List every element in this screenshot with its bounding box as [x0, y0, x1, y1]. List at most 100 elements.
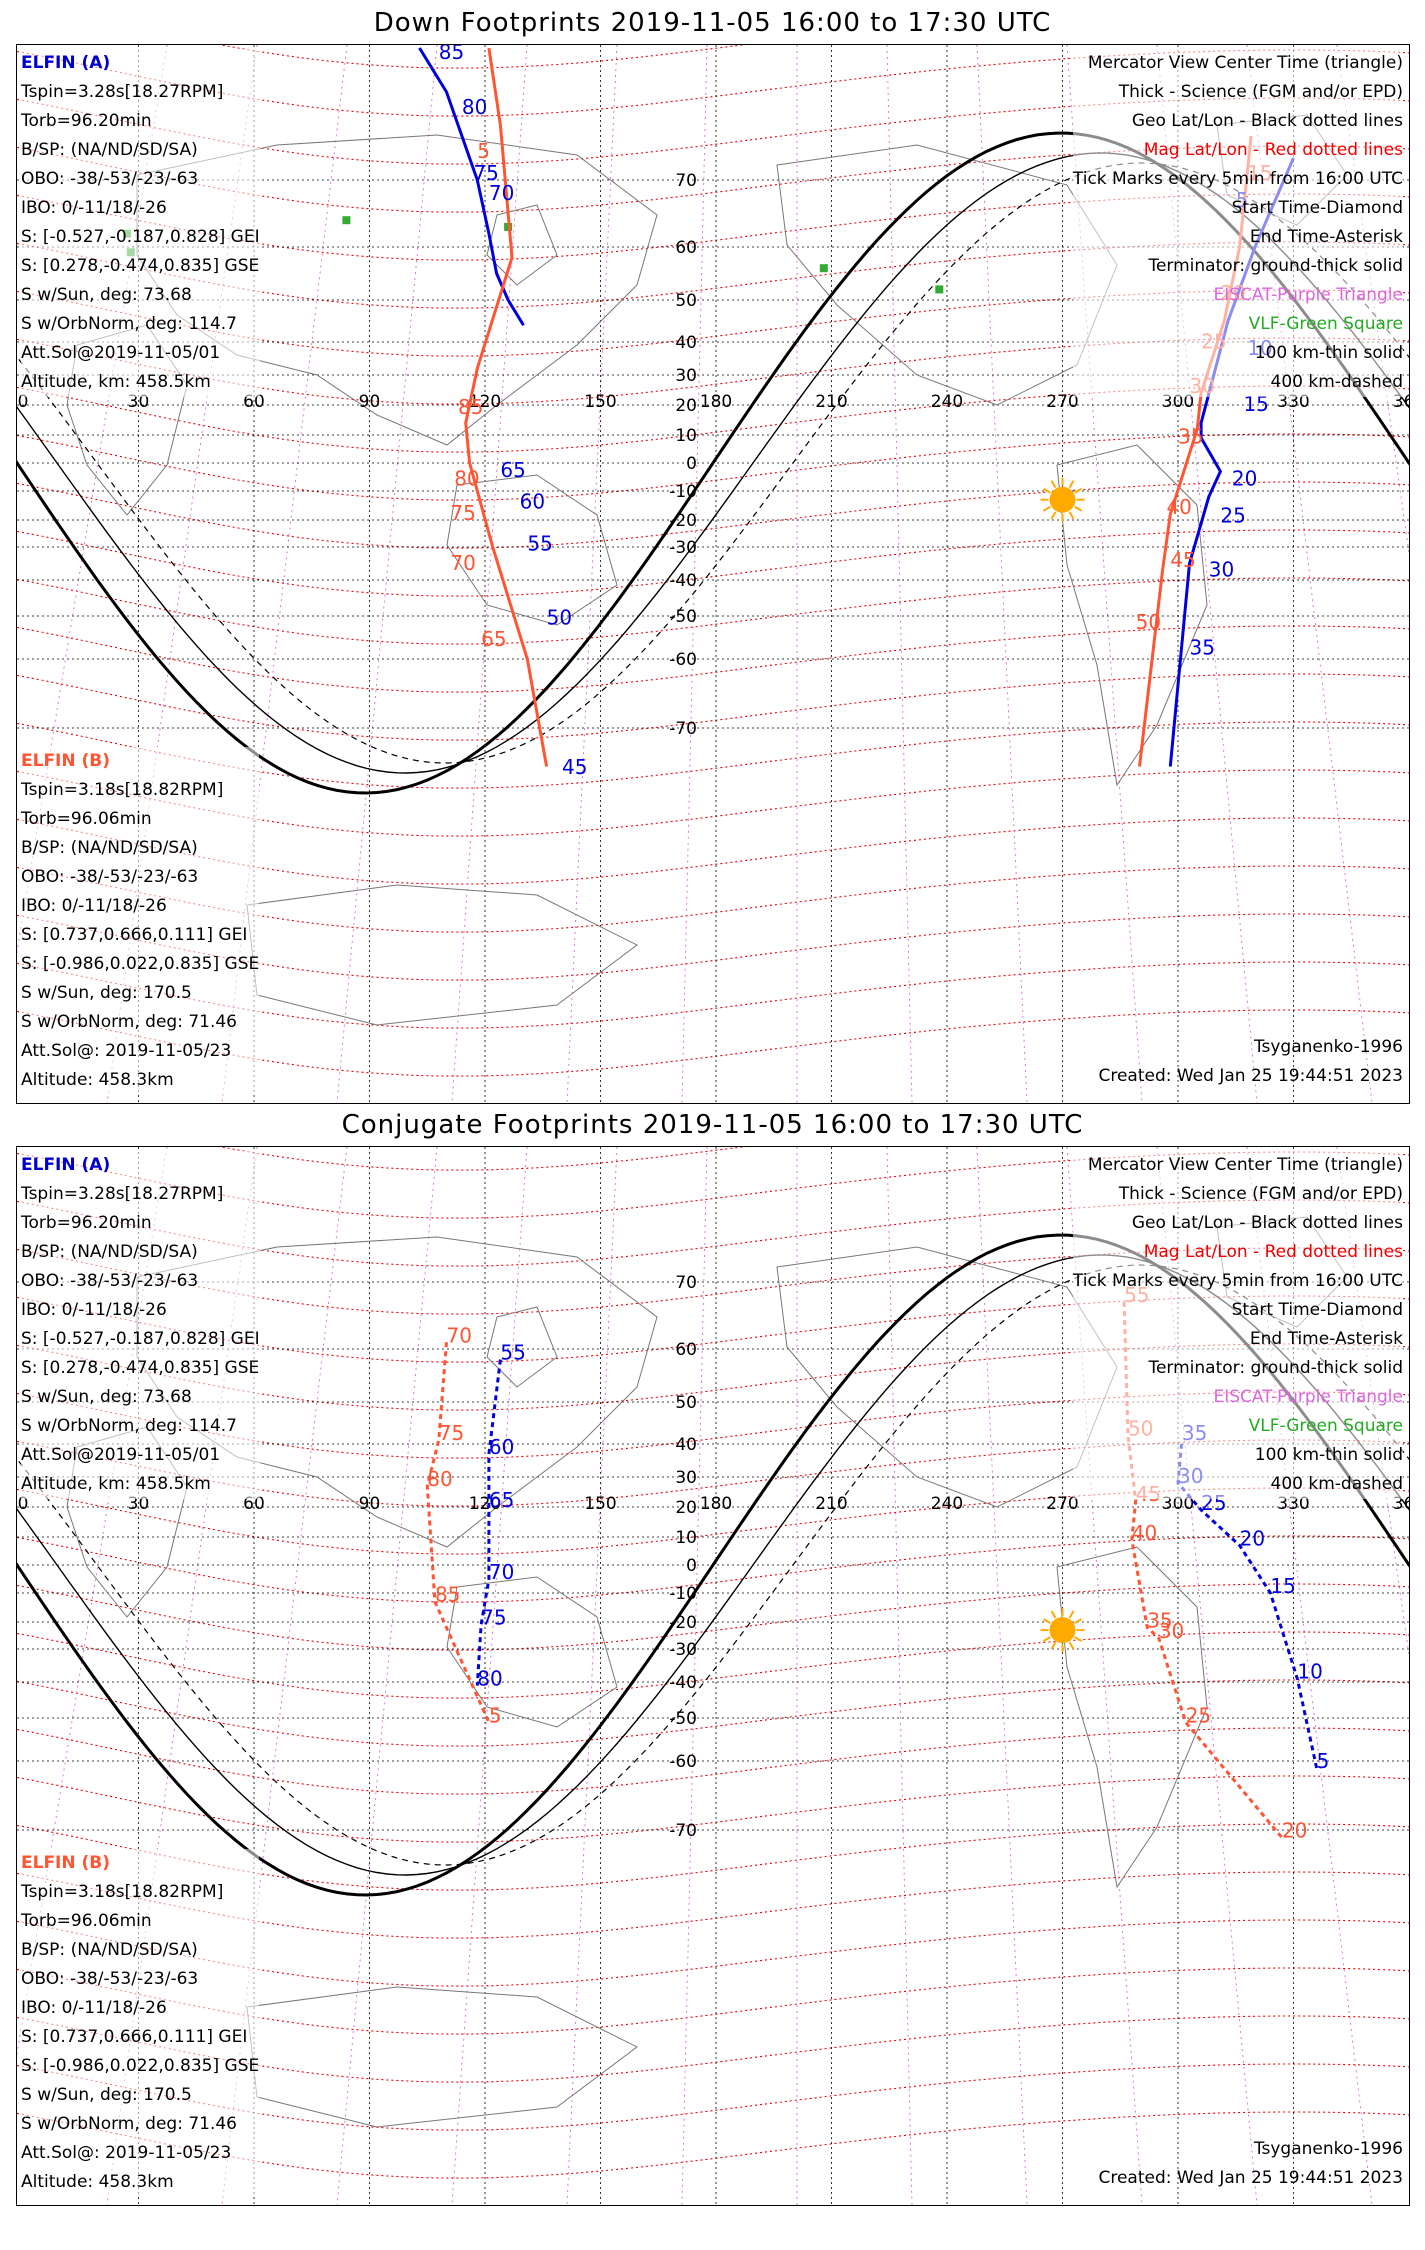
mag-lon-line [106, 1147, 258, 2205]
elfin-a-tick-label: 55 [500, 1341, 525, 1365]
elfin-b-tick-label: 5 [477, 139, 490, 163]
elfin-a-tick-label: 35 [1190, 636, 1215, 660]
legend-terminator: Terminator: ground-thick solid [1148, 256, 1403, 276]
mag-lat-line [17, 481, 1409, 549]
lon-tick-label: 60 [243, 392, 265, 412]
info-line: S: [0.278,-0.474,0.835] GSE [21, 256, 260, 276]
lon-tick-label: 210 [815, 1494, 847, 1514]
info-line: Tspin=3.28s[18.27RPM] [21, 82, 224, 102]
info-line: S w/Sun, deg: 170.5 [21, 983, 192, 1003]
lat-tick-label: 70 [675, 1273, 697, 1293]
legend-geo-grid: Geo Lat/Lon - Black dotted lines [1131, 1213, 1403, 1233]
elfin-b-tick-label: 85 [458, 395, 483, 419]
mag-lon-line [451, 1147, 528, 2205]
lat-tick-label: 0 [686, 1556, 697, 1576]
mag-lat-line [17, 1775, 1409, 1843]
sun-ray [1050, 1610, 1057, 1619]
elfin-b-tick-label: 30 [1159, 1619, 1184, 1643]
vlf-square [342, 216, 351, 225]
elfin-a-tick-label: 50 [547, 606, 572, 630]
lat-tick-label: 10 [675, 1528, 697, 1548]
legend-terminator: Terminator: ground-thick solid [1148, 1358, 1403, 1378]
lat-tick-label: 0 [686, 454, 697, 474]
mag-lon-line [976, 1147, 1028, 2205]
lon-tick-label: 60 [243, 1494, 265, 1514]
coastline [246, 884, 638, 1026]
lat-tick-label: -50 [669, 1709, 697, 1729]
map-frame: 0306090120150180210240270300330360706050… [16, 44, 1410, 1104]
legend-science: Thick - Science (FGM and/or EPD) [1118, 1184, 1403, 1204]
mag-lat-line [17, 1535, 1409, 1603]
lon-tick-label: 30 [128, 392, 150, 412]
elfin-a-lines: Tspin=3.28s[18.27RPM] Torb=96.20min B/SP: … [21, 78, 260, 397]
lat-tick-label: 60 [675, 238, 697, 258]
elfin-a-header: ELFIN (A) [21, 1155, 111, 1175]
model-label: Tsyganenko-1996 [1253, 1037, 1403, 1057]
mag-lat-line [17, 1727, 1409, 1795]
info-line: OBO: -38/-53/-23/-63 [21, 1271, 199, 1291]
elfin-a-tick-label: 80 [462, 95, 487, 119]
mag-lon-line [681, 1147, 708, 2205]
sun-disc [1049, 1617, 1076, 1644]
sun-ray [1074, 1636, 1083, 1642]
legend-eiscat: EISCAT-Purple Triangle [1213, 285, 1403, 305]
elfin-b-tick-label: 85 [435, 1583, 460, 1607]
sun-ray [1042, 487, 1051, 494]
elfin-b-info: ELFIN (B) Tspin=3.18s[18.82RPM] Torb=96.0… [21, 747, 260, 1095]
elfin-b-header: ELFIN (B) [21, 1853, 111, 1873]
lon-tick-label: 360 [1393, 392, 1409, 412]
elfin-a-tick-label: 75 [481, 1606, 506, 1630]
lon-tick-label: 330 [1277, 1494, 1309, 1514]
elfin-a-header: ELFIN (A) [21, 53, 111, 73]
panel-title: Down Footprints 2019-11-05 16:00 to 17:3… [373, 8, 1052, 38]
sun-icon [1040, 1608, 1085, 1653]
mag-lat-line [17, 385, 1409, 453]
info-line: S: [0.737,0.666,0.111] GEI [21, 925, 248, 945]
elfin-b-lines: Tspin=3.18s[18.82RPM] Torb=96.06min B/SP: … [21, 1878, 259, 2197]
legend-box: Mercator View Center Time (triangle) Thi… [1072, 49, 1403, 397]
mag-lon-line [336, 45, 438, 1103]
lat-tick-label: -70 [669, 1821, 697, 1841]
elfin-b-tick-label: 50 [1136, 610, 1161, 634]
info-line: S w/OrbNorm, deg: 71.46 [21, 1012, 238, 1032]
lon-tick-label: 360 [1393, 1494, 1409, 1514]
sun-ray [1068, 480, 1075, 489]
lon-tick-label: 270 [1046, 392, 1078, 412]
info-line: Torb=96.20min [21, 1213, 152, 1233]
info-line: Tspin=3.28s[18.27RPM] [21, 1184, 224, 1204]
elfin-b-tick-label: 35 [1178, 424, 1203, 448]
lon-tick-label: 0 [18, 392, 29, 412]
info-line: S: [-0.527,-0.187,0.828] GEI [21, 227, 260, 247]
info-line: Torb=96.06min [21, 809, 152, 829]
created-label: Created: Wed Jan 25 19:44:51 2023 [1098, 2168, 1403, 2188]
elfin-a-tick-label: 55 [527, 531, 552, 555]
created-label: Created: Wed Jan 25 19:44:51 2023 [1098, 1066, 1403, 1086]
legend-400km: 400 km-dashed [1270, 372, 1403, 392]
lon-tick-label: 150 [584, 392, 616, 412]
info-line: OBO: -38/-53/-23/-63 [21, 867, 199, 887]
lon-tick-label: 120 [469, 392, 501, 412]
elfin-a-tick-label: 45 [562, 755, 587, 779]
elfin-b-tick-label: 45 [1170, 548, 1195, 572]
mag-lon-line [451, 45, 528, 1103]
lat-tick-label: 50 [675, 1393, 697, 1413]
info-line: B/SP: (NA/ND/SD/SA) [21, 1940, 198, 1960]
legend-end-time: End Time-Asterisk [1249, 1329, 1403, 1349]
elfin-b-tick-label: 80 [427, 1467, 452, 1491]
info-line: Att.Sol@2019-11-05/01 [21, 343, 221, 363]
elfin-b-tick-label: 40 [1166, 495, 1191, 519]
elfin-a-tick-label: 65 [489, 1488, 514, 1512]
mag-lat-line [17, 1631, 1409, 1699]
lon-tick-label: 240 [931, 1494, 963, 1514]
elfin-a-lines: Tspin=3.28s[18.27RPM] Torb=96.20min B/SP: … [21, 1180, 260, 1499]
vlf-square [819, 264, 828, 273]
legend-mag-grid: Mag Lat/Lon - Red dotted lines [1143, 1242, 1403, 1262]
lon-tick-label: 270 [1046, 1494, 1078, 1514]
elfin-a-track [418, 47, 525, 326]
elfin-a-tick-label: 10 [1297, 1660, 1322, 1684]
info-line: S w/OrbNorm, deg: 114.7 [21, 314, 238, 334]
legend-100km: 100 km-thin solid [1254, 1445, 1403, 1465]
elfin-a-tick-label: 60 [520, 489, 545, 513]
mag-lat-line [17, 1583, 1409, 1651]
mag-lon-line [886, 45, 913, 1103]
